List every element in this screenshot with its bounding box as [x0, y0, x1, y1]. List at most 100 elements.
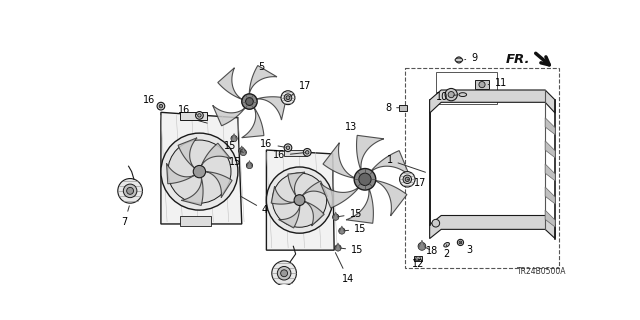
Polygon shape [249, 66, 277, 95]
Polygon shape [429, 90, 555, 113]
Ellipse shape [444, 243, 449, 247]
Polygon shape [247, 161, 252, 169]
Circle shape [124, 184, 137, 198]
Polygon shape [305, 202, 324, 226]
Circle shape [448, 92, 454, 98]
Text: 16: 16 [260, 139, 285, 149]
Circle shape [432, 219, 440, 227]
Polygon shape [339, 226, 344, 234]
Circle shape [305, 151, 309, 154]
Polygon shape [545, 210, 555, 227]
Polygon shape [266, 150, 334, 250]
Text: 15: 15 [339, 209, 362, 219]
Circle shape [246, 98, 253, 105]
Circle shape [333, 214, 339, 220]
Circle shape [242, 94, 257, 109]
Polygon shape [288, 172, 305, 196]
Text: 16: 16 [273, 150, 305, 160]
Circle shape [418, 243, 426, 250]
Text: 15: 15 [344, 224, 367, 234]
Circle shape [399, 172, 415, 187]
Text: 16: 16 [178, 105, 196, 115]
Text: 5: 5 [258, 62, 264, 72]
Circle shape [118, 179, 143, 203]
Circle shape [339, 228, 345, 234]
Polygon shape [545, 187, 555, 204]
Circle shape [193, 165, 205, 178]
Circle shape [479, 82, 485, 88]
Polygon shape [239, 146, 244, 154]
Bar [429, 113, 545, 225]
Polygon shape [429, 215, 555, 239]
Circle shape [416, 256, 420, 261]
Circle shape [359, 173, 371, 186]
Polygon shape [218, 68, 243, 100]
Text: FR.: FR. [505, 53, 530, 66]
Polygon shape [545, 141, 555, 158]
Circle shape [272, 261, 296, 285]
Circle shape [281, 270, 287, 277]
Circle shape [281, 91, 295, 105]
Circle shape [240, 149, 246, 156]
Circle shape [286, 96, 290, 100]
Circle shape [198, 114, 201, 117]
Text: TR24B0500A: TR24B0500A [517, 267, 566, 276]
Polygon shape [372, 180, 407, 216]
Text: 13: 13 [345, 122, 357, 132]
Text: 18: 18 [426, 246, 438, 256]
Polygon shape [271, 186, 294, 204]
Polygon shape [321, 183, 360, 208]
Bar [399, 105, 406, 111]
Circle shape [456, 57, 462, 63]
Polygon shape [166, 164, 195, 184]
Circle shape [277, 267, 291, 280]
Polygon shape [161, 112, 242, 224]
Text: 11: 11 [488, 78, 508, 88]
Circle shape [246, 162, 253, 169]
Circle shape [231, 135, 237, 141]
Circle shape [303, 148, 311, 156]
Polygon shape [545, 164, 555, 181]
Circle shape [266, 167, 333, 233]
Bar [284, 150, 307, 156]
Text: 1: 1 [387, 155, 426, 172]
Text: 10: 10 [436, 92, 457, 102]
Polygon shape [333, 212, 339, 220]
Circle shape [294, 195, 305, 205]
Polygon shape [278, 205, 300, 228]
Polygon shape [182, 178, 203, 205]
Text: 15: 15 [224, 141, 243, 152]
Polygon shape [356, 135, 384, 172]
Text: 15: 15 [340, 245, 364, 255]
Text: 17: 17 [291, 81, 311, 96]
Polygon shape [205, 172, 232, 197]
Text: 15: 15 [228, 156, 247, 167]
Circle shape [239, 148, 245, 154]
Circle shape [405, 177, 410, 181]
Circle shape [196, 112, 204, 119]
Circle shape [335, 245, 341, 251]
Circle shape [286, 146, 290, 149]
Polygon shape [545, 118, 555, 135]
Text: 16: 16 [143, 95, 161, 106]
Circle shape [168, 140, 231, 203]
Text: 8: 8 [385, 103, 399, 113]
Polygon shape [178, 138, 197, 168]
Ellipse shape [455, 58, 463, 62]
Circle shape [159, 104, 163, 108]
Circle shape [127, 188, 134, 194]
Circle shape [273, 173, 326, 227]
Bar [180, 216, 211, 226]
Polygon shape [241, 148, 246, 156]
Text: 3: 3 [460, 243, 473, 255]
Bar [436, 71, 497, 104]
Bar [414, 256, 422, 261]
Polygon shape [419, 240, 425, 250]
Circle shape [458, 239, 463, 245]
Circle shape [403, 175, 412, 184]
Polygon shape [335, 243, 340, 251]
Text: 14: 14 [335, 253, 354, 284]
Bar [475, 80, 489, 89]
Text: 12: 12 [412, 259, 424, 269]
Text: 2: 2 [444, 245, 450, 259]
